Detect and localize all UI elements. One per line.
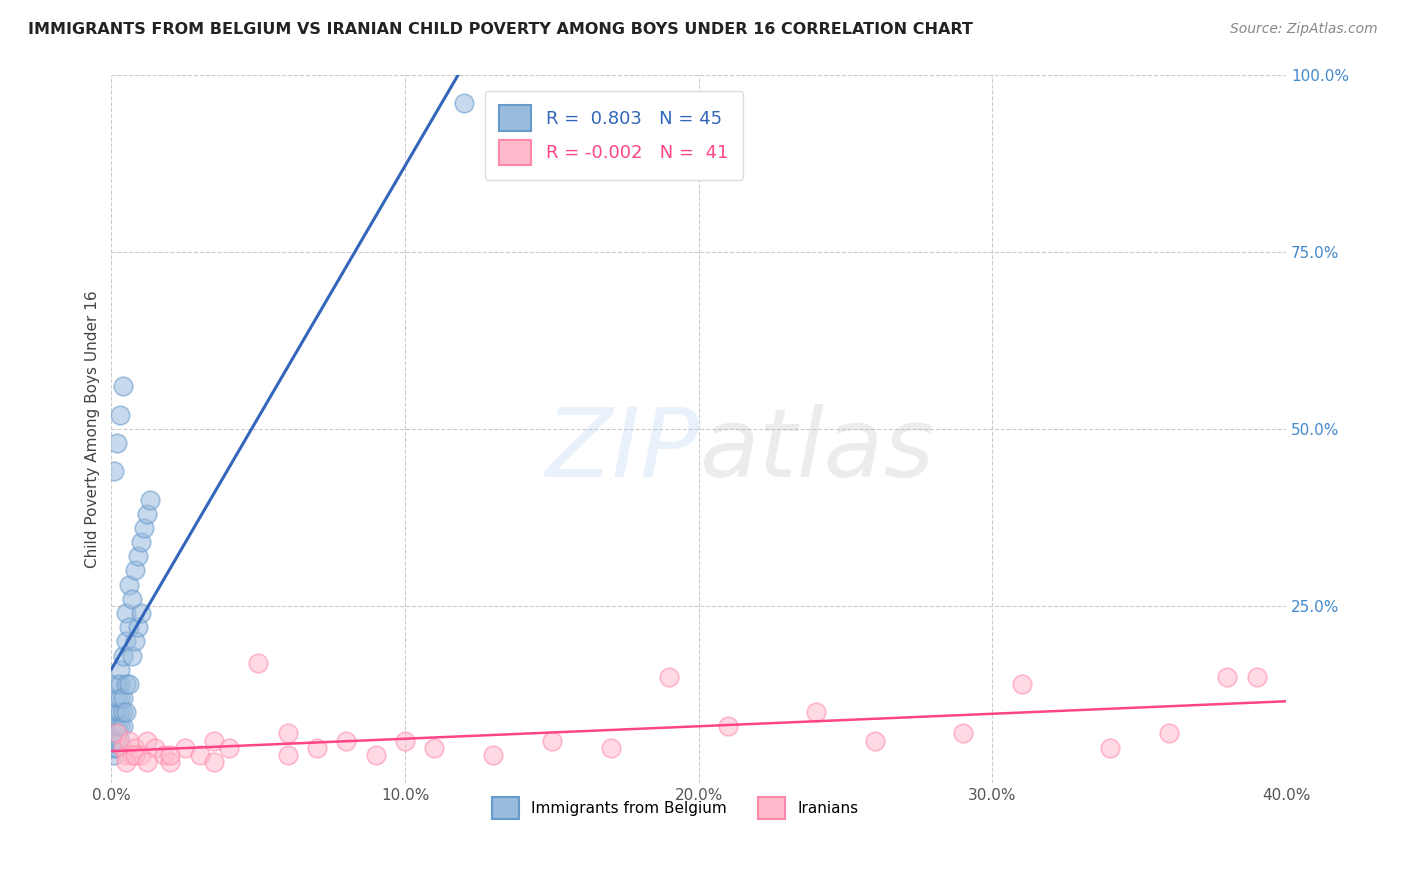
Point <box>124 564 146 578</box>
Point <box>277 747 299 762</box>
Point <box>103 726 125 740</box>
Point <box>105 705 128 719</box>
Point <box>112 691 135 706</box>
Point <box>135 755 157 769</box>
Point <box>127 549 149 564</box>
Point <box>138 492 160 507</box>
Text: IMMIGRANTS FROM BELGIUM VS IRANIAN CHILD POVERTY AMONG BOYS UNDER 16 CORRELATION: IMMIGRANTS FROM BELGIUM VS IRANIAN CHILD… <box>28 22 973 37</box>
Point <box>105 436 128 450</box>
Point <box>173 740 195 755</box>
Point <box>124 747 146 762</box>
Point <box>110 733 132 747</box>
Point <box>129 535 152 549</box>
Point <box>103 740 125 755</box>
Point <box>453 95 475 110</box>
Point <box>118 577 141 591</box>
Point <box>218 740 240 755</box>
Point <box>1098 740 1121 755</box>
Point <box>115 755 138 769</box>
Point <box>599 740 621 755</box>
Point <box>105 726 128 740</box>
Point <box>121 747 143 762</box>
Point <box>110 719 132 733</box>
Point <box>863 733 886 747</box>
Point <box>110 663 132 677</box>
Point <box>115 747 138 762</box>
Point <box>129 606 152 620</box>
Point <box>135 733 157 747</box>
Point <box>110 705 132 719</box>
Point <box>541 733 564 747</box>
Point <box>118 677 141 691</box>
Point <box>394 733 416 747</box>
Text: atlas: atlas <box>699 403 934 497</box>
Point <box>202 755 225 769</box>
Point <box>364 747 387 762</box>
Point <box>110 691 132 706</box>
Point <box>305 740 328 755</box>
Text: Source: ZipAtlas.com: Source: ZipAtlas.com <box>1230 22 1378 37</box>
Point <box>1216 670 1239 684</box>
Point <box>145 740 167 755</box>
Point <box>717 719 740 733</box>
Point <box>277 726 299 740</box>
Point <box>129 747 152 762</box>
Point <box>103 733 125 747</box>
Point <box>105 719 128 733</box>
Point <box>159 747 181 762</box>
Point <box>335 733 357 747</box>
Point <box>105 740 128 755</box>
Point <box>1157 726 1180 740</box>
Point <box>1246 670 1268 684</box>
Legend: Immigrants from Belgium, Iranians: Immigrants from Belgium, Iranians <box>485 791 865 825</box>
Y-axis label: Child Poverty Among Boys Under 16: Child Poverty Among Boys Under 16 <box>86 290 100 567</box>
Point <box>105 691 128 706</box>
Point <box>482 747 505 762</box>
Point <box>952 726 974 740</box>
Point <box>103 464 125 478</box>
Text: ZIP: ZIP <box>544 403 699 497</box>
Point <box>118 620 141 634</box>
Point <box>247 656 270 670</box>
Point <box>804 705 827 719</box>
Point <box>132 521 155 535</box>
Point <box>127 620 149 634</box>
Point <box>202 733 225 747</box>
Point <box>103 747 125 762</box>
Point <box>124 740 146 755</box>
Point <box>112 705 135 719</box>
Point <box>115 634 138 648</box>
Point <box>121 648 143 663</box>
Point <box>153 747 176 762</box>
Point <box>115 677 138 691</box>
Point <box>115 705 138 719</box>
Point <box>105 733 128 747</box>
Point <box>105 677 128 691</box>
Point <box>112 719 135 733</box>
Point <box>112 740 135 755</box>
Point <box>103 719 125 733</box>
Point <box>112 648 135 663</box>
Point <box>188 747 211 762</box>
Point <box>121 591 143 606</box>
Point <box>124 634 146 648</box>
Point <box>112 379 135 393</box>
Point <box>115 606 138 620</box>
Point <box>658 670 681 684</box>
Point <box>110 677 132 691</box>
Point <box>118 733 141 747</box>
Point <box>423 740 446 755</box>
Point <box>159 755 181 769</box>
Point <box>135 507 157 521</box>
Point <box>1011 677 1033 691</box>
Point <box>105 726 128 740</box>
Point <box>110 408 132 422</box>
